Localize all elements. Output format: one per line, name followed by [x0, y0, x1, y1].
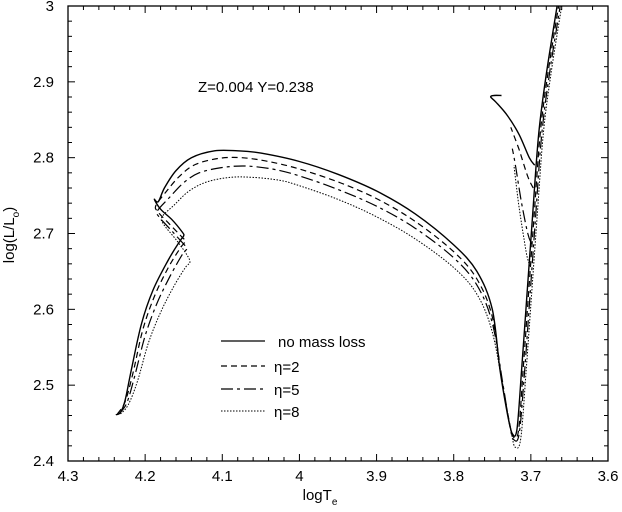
x-axis-label: logTe	[303, 487, 338, 508]
legend-label: no mass loss	[278, 334, 366, 351]
y-axis-label-subscript: o	[11, 211, 22, 217]
series-dashdot	[118, 5, 561, 442]
series-line-dotted	[120, 5, 563, 449]
x-axis-label-main: logT	[303, 487, 332, 504]
series-dotted	[120, 5, 563, 449]
x-tick-label: 3.7	[520, 468, 541, 485]
legend-item-no-mass-loss: no mass loss	[221, 334, 366, 351]
legend-item-eta-5: η=5	[221, 382, 299, 399]
x-tick-label: 4	[295, 468, 303, 485]
y-tick-label: 3	[46, 0, 54, 15]
tick-labels-layer: 4.3 4.2 4.1 4 3.9 3.8 3.7 3.6 2.4 2.5 2.6 2.7 2.8 2.9…	[33, 0, 618, 485]
series-layer	[115, 5, 563, 449]
series-line-dashed	[116, 5, 560, 440]
x-tick-label: 4.1	[212, 468, 233, 485]
x-tick-label: 4.3	[58, 468, 79, 485]
y-tick-label: 2.4	[33, 453, 54, 470]
legend-item-eta-2: η=2	[221, 359, 299, 376]
series-line-dashdot	[118, 5, 561, 442]
x-tick-label: 4.2	[135, 468, 156, 485]
x-tick-label: 3.6	[598, 468, 619, 485]
legend-label: η=8	[274, 404, 299, 421]
composition-annotation: Z=0.004 Y=0.238	[198, 79, 314, 96]
series-loop-dotted	[513, 165, 531, 267]
y-axis-label: log(L/Lo)	[1, 207, 22, 263]
y-axis-label-main: log(L/L	[1, 217, 18, 263]
y-tick-label: 2.6	[33, 301, 54, 318]
series-dashed	[116, 5, 560, 440]
legend: no mass loss η=2 η=5 η=8	[221, 334, 366, 421]
legend-label: η=2	[274, 359, 299, 376]
legend-item-eta-8: η=8	[221, 404, 299, 421]
legend-label: η=5	[274, 382, 299, 399]
series-loop-solid	[489, 94, 536, 166]
x-tick-label: 3.9	[366, 468, 387, 485]
series-loop-dashed	[510, 127, 534, 189]
ticks-layer	[67, 5, 609, 462]
y-tick-label: 2.8	[33, 150, 54, 167]
x-axis-label-subscript: e	[332, 497, 338, 508]
series-loop-dashdot	[511, 148, 533, 245]
series-line-solid	[115, 5, 558, 437]
y-tick-label: 2.5	[33, 377, 54, 394]
y-axis-label-close: )	[1, 207, 18, 212]
x-tick-label: 3.8	[443, 468, 464, 485]
plot-frame	[67, 5, 609, 462]
y-tick-label: 2.9	[33, 74, 54, 91]
series-solid	[115, 5, 558, 437]
y-tick-label: 2.7	[33, 226, 54, 243]
